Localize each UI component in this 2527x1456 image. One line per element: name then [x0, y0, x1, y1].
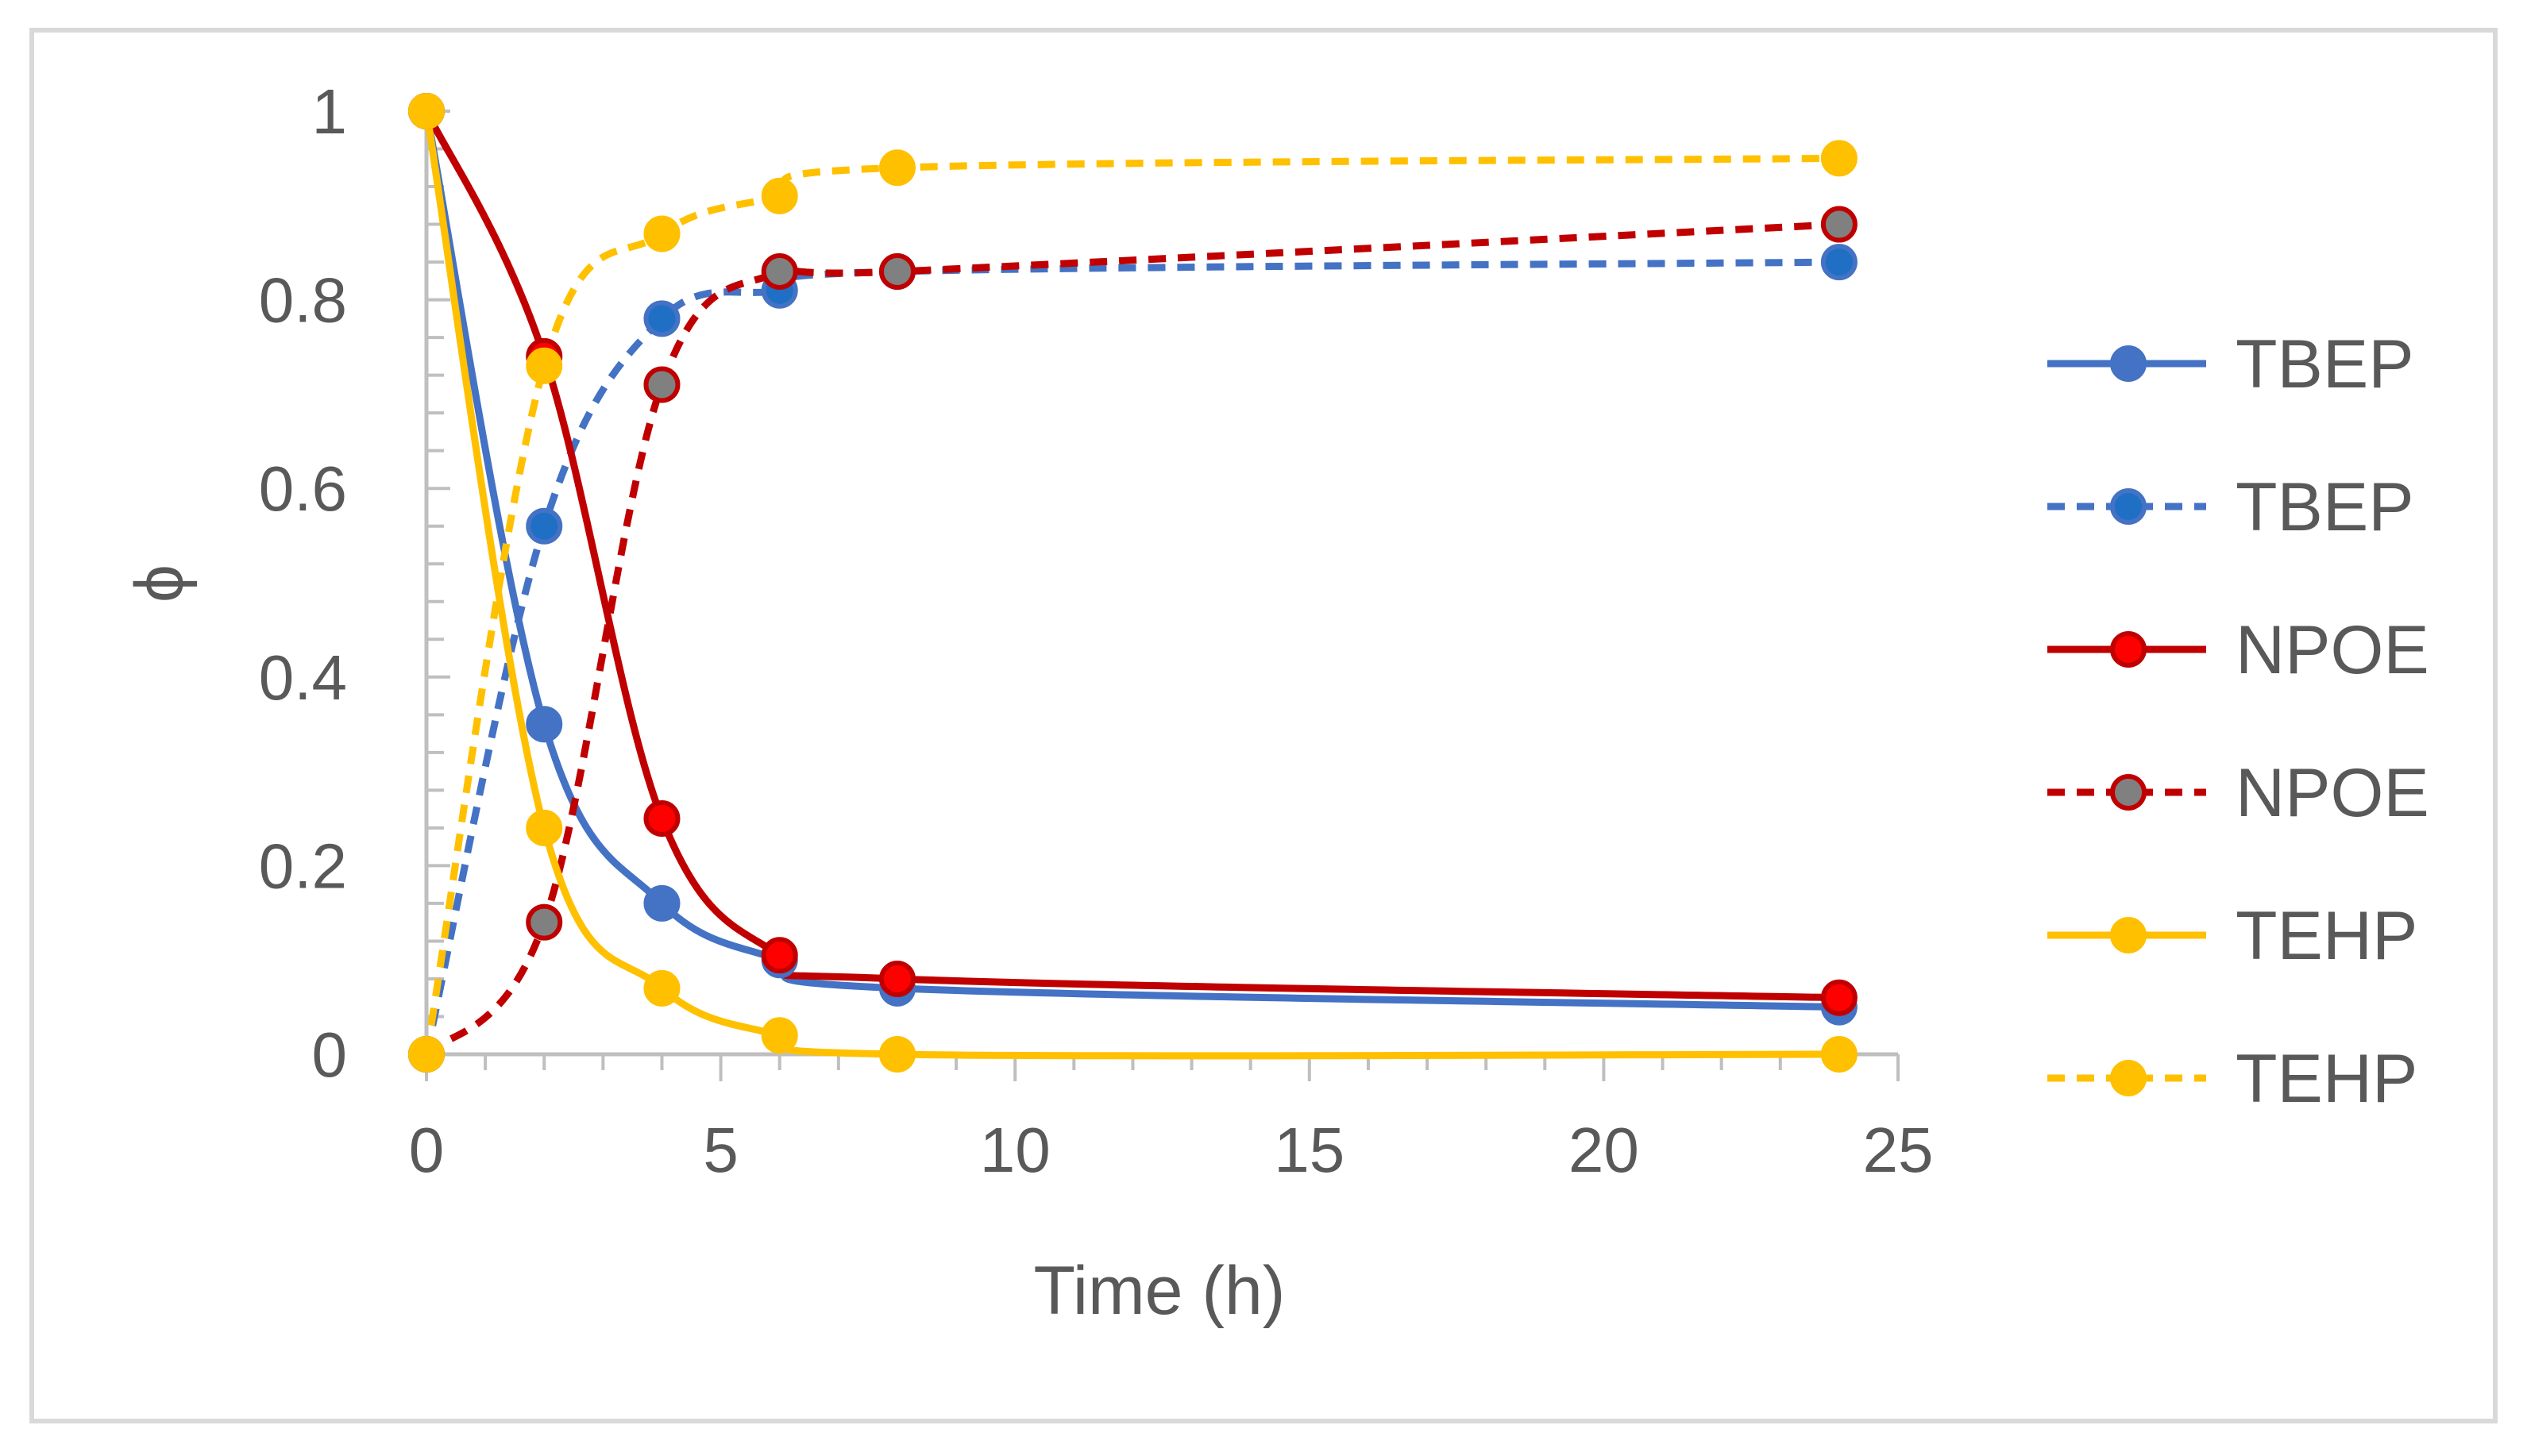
data-point-3-3 — [761, 252, 798, 290]
x-tick-label: 15 — [1274, 1115, 1345, 1185]
y-tick-label: 1 — [312, 76, 348, 147]
legend-item-4: TEHP — [2047, 898, 2417, 974]
legend-marker — [2110, 1060, 2147, 1096]
data-point-4-0 — [408, 93, 445, 129]
legend-marker — [2110, 917, 2147, 953]
data-point-4-1 — [526, 809, 563, 846]
x-tick-label: 10 — [980, 1115, 1051, 1185]
data-point-4-2 — [643, 969, 681, 1007]
legend-label: TEHP — [2236, 898, 2417, 974]
legend-label: TEHP — [2236, 1041, 2417, 1117]
data-point-2-4 — [878, 960, 916, 997]
legend-item-1: TBEP — [2047, 469, 2414, 545]
legend-marker — [2110, 488, 2147, 525]
legend-item-3: NPOE — [2047, 755, 2429, 831]
x-axis-label: Time (h) — [1034, 1253, 1286, 1329]
x-tick-label: 25 — [1863, 1115, 1934, 1185]
data-point-5-3 — [761, 177, 798, 214]
data-point-5-4 — [878, 149, 916, 187]
x-tick-label: 5 — [703, 1115, 739, 1185]
data-point-5-0 — [408, 1036, 445, 1073]
data-point-2-3 — [761, 937, 798, 974]
data-point-4-4 — [878, 1036, 916, 1073]
legend-item-2: NPOE — [2047, 612, 2429, 688]
data-point-1-2 — [643, 300, 681, 337]
data-point-1-5 — [1820, 244, 1858, 281]
legend-label: NPOE — [2236, 612, 2429, 688]
series-markers — [408, 93, 1858, 1073]
legend-label: TBEP — [2236, 326, 2414, 403]
data-point-3-5 — [1820, 206, 1858, 243]
data-point-0-2 — [643, 884, 681, 922]
legend-label: NPOE — [2236, 755, 2429, 831]
data-point-3-4 — [878, 252, 916, 290]
data-point-3-2 — [643, 366, 681, 403]
legend-marker — [2110, 774, 2147, 811]
legend-label: TBEP — [2236, 469, 2414, 545]
y-tick-label: 0.2 — [259, 830, 347, 901]
data-point-4-5 — [1820, 1036, 1858, 1073]
data-point-3-1 — [526, 903, 563, 941]
legend: TBEP TBEP NPOE NPOE TEHP TEHP — [2047, 326, 2429, 1117]
series-line-4 — [422, 110, 1839, 1060]
y-axis-label: ϕ — [122, 564, 198, 603]
data-point-2-2 — [643, 800, 681, 837]
data-point-5-5 — [1820, 140, 1858, 177]
data-point-0-1 — [526, 706, 563, 743]
y-tick-label: 0.6 — [259, 453, 347, 524]
data-point-2-5 — [1820, 979, 1858, 1016]
series-line-3 — [423, 221, 1840, 1057]
y-tick-label: 0 — [312, 1019, 348, 1090]
axes: 0 5 10 15 20 25 0 0.2 0.4 0.6 0.8 1 — [259, 76, 1934, 1185]
data-point-1-1 — [526, 507, 563, 545]
legend-marker — [2110, 345, 2147, 382]
legend-item-5: TEHP — [2047, 1041, 2417, 1117]
x-tick-label: 0 — [409, 1115, 445, 1185]
data-point-5-1 — [526, 347, 563, 384]
legend-item-0: TBEP — [2047, 326, 2414, 403]
series-line-5 — [422, 154, 1839, 1055]
data-point-5-2 — [643, 215, 681, 252]
y-tick-label: 0.4 — [259, 642, 347, 713]
y-tick-label: 0.8 — [259, 265, 347, 336]
x-tick-label: 20 — [1568, 1115, 1639, 1185]
data-point-4-3 — [761, 1017, 798, 1054]
chart-border — [29, 28, 2498, 1423]
legend-marker — [2110, 631, 2147, 668]
